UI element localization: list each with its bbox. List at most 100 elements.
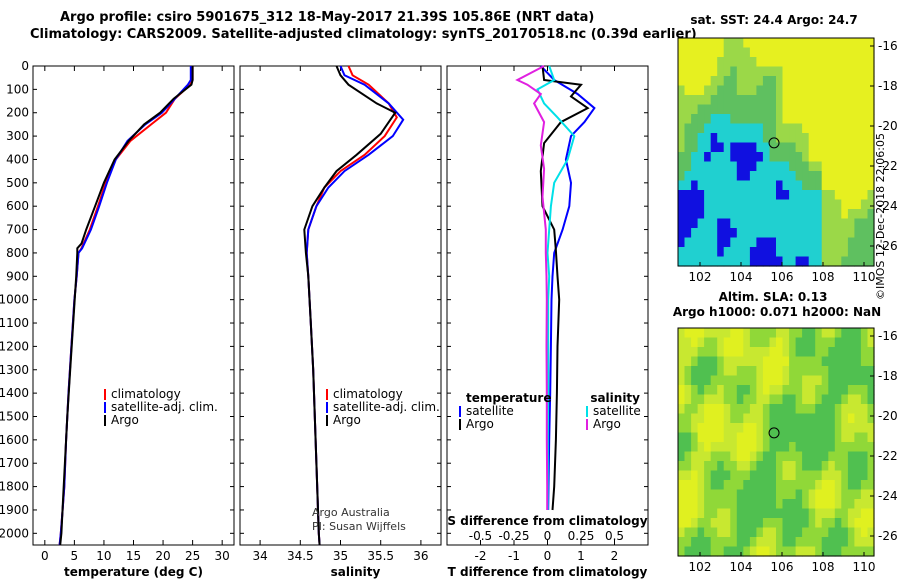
map-cell [756, 209, 764, 220]
map-cell [802, 518, 810, 529]
map-cell [802, 161, 810, 172]
map-cell [815, 375, 823, 386]
map-cell [743, 237, 751, 248]
map-cell [723, 499, 731, 510]
map-cell [821, 190, 829, 201]
map-cell [691, 337, 699, 348]
map-cell [815, 328, 823, 339]
map-cell [815, 171, 823, 182]
map-cell [782, 199, 790, 210]
map-cell [691, 228, 699, 239]
map-cell [762, 85, 770, 96]
map-cell [841, 470, 849, 481]
map-cell [691, 404, 699, 415]
y-tick-label: 1600 [0, 433, 29, 447]
map-cell [691, 256, 699, 267]
map-cell [756, 95, 764, 106]
map-cell [723, 85, 731, 96]
map-cell [743, 489, 751, 500]
map-cell [704, 347, 712, 358]
map-cell [736, 394, 744, 405]
map-cell [834, 546, 842, 557]
map-cell [710, 385, 718, 396]
map-cell [684, 489, 692, 500]
map-cell [684, 142, 692, 153]
map-cell [860, 432, 868, 443]
map-cell [795, 413, 803, 424]
map-cell [860, 337, 868, 348]
map-cell [860, 142, 868, 153]
map-cell [678, 209, 686, 220]
map-cell [717, 394, 725, 405]
map-cell [847, 356, 855, 367]
title-line-1: Argo profile: csiro 5901675_312 18-May-2… [60, 10, 595, 25]
map-cell [808, 218, 816, 229]
map-cell [762, 171, 770, 182]
map-cell [854, 218, 862, 229]
argo-location-marker [768, 427, 780, 439]
map-cell [704, 356, 712, 367]
map-cell [815, 442, 823, 453]
map-cell [691, 356, 699, 367]
map-cell [730, 123, 738, 134]
map-cell [762, 527, 770, 538]
map-cell [730, 328, 738, 339]
map-cell [736, 57, 744, 68]
map-cell [789, 190, 797, 201]
map-cell [789, 123, 797, 134]
map-cell [684, 237, 692, 248]
map-cell [704, 423, 712, 434]
map-cell [795, 190, 803, 201]
map-cell [723, 38, 731, 49]
map-cell [789, 432, 797, 443]
map-cell [847, 123, 855, 134]
map-cell [756, 171, 764, 182]
map-cell [821, 209, 829, 220]
map-cell [789, 356, 797, 367]
map-cell [860, 95, 868, 106]
map-cell [789, 85, 797, 96]
map-cell [847, 461, 855, 472]
map-cell [789, 57, 797, 68]
map-cell [867, 527, 875, 538]
map-cell [834, 161, 842, 172]
map-cell [782, 546, 790, 557]
map-cell [691, 480, 699, 491]
map-cell [815, 347, 823, 358]
map-cell [697, 85, 705, 96]
map-cell [743, 228, 751, 239]
map-cell [730, 404, 738, 415]
map-cell [815, 161, 823, 172]
x-tick-label-temperature: 0 [41, 549, 49, 563]
map-cell [828, 366, 836, 377]
map-cell [860, 133, 868, 144]
map-cell [684, 190, 692, 201]
map-cell [678, 256, 686, 267]
map-cell [867, 123, 875, 134]
map-cell [723, 442, 731, 453]
map-cell [756, 518, 764, 529]
y-tick-label: 0 [21, 59, 29, 73]
map-cell [808, 247, 816, 258]
map-cell [762, 95, 770, 106]
map-cell [821, 199, 829, 210]
map-cell [808, 85, 816, 96]
map-cell [697, 171, 705, 182]
map-cell [723, 328, 731, 339]
map-cell [684, 95, 692, 106]
map-cell [743, 66, 751, 77]
map-cell [808, 527, 816, 538]
map-cell [776, 546, 784, 557]
map-cell [691, 104, 699, 115]
map-cell [815, 537, 823, 548]
map-cell [821, 537, 829, 548]
map-cell [854, 413, 862, 424]
map-cell [808, 256, 816, 267]
map-cell [697, 47, 705, 58]
map-cell [691, 142, 699, 153]
map-cell [730, 180, 738, 191]
map-cell [789, 527, 797, 538]
map-cell [762, 404, 770, 415]
map-cell [834, 47, 842, 58]
map-cell [691, 76, 699, 87]
